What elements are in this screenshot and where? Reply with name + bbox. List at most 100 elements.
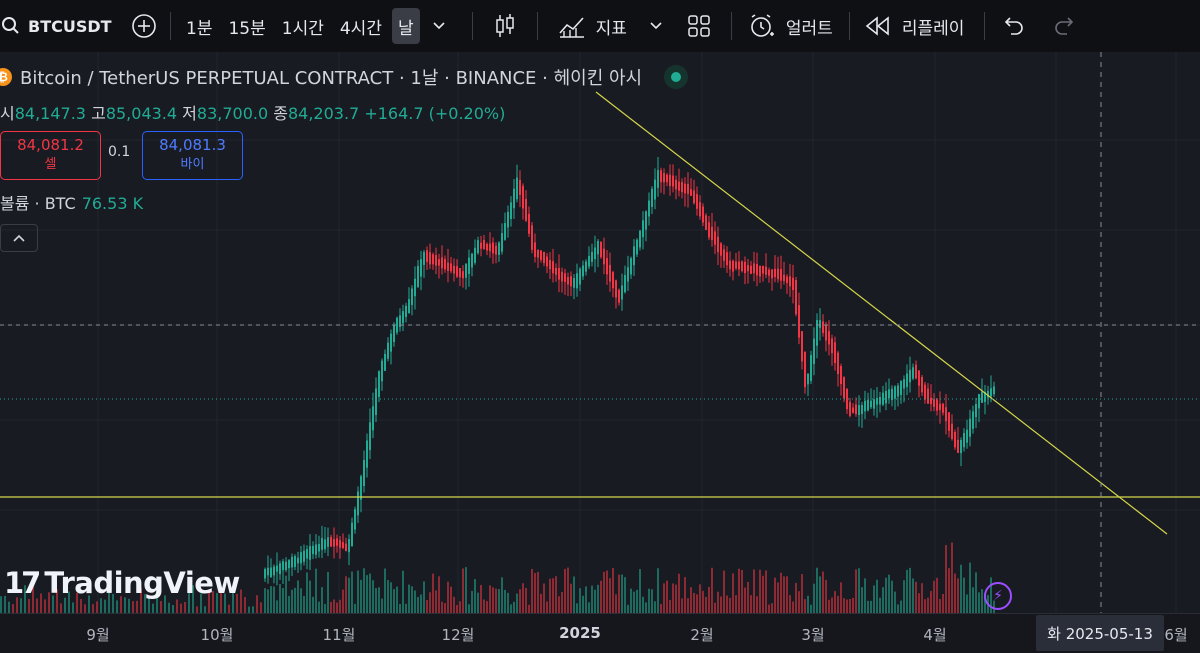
volume-bar bbox=[531, 568, 533, 613]
volume-bar bbox=[378, 587, 380, 613]
trendline[interactable] bbox=[595, 91, 1168, 535]
volume-bar bbox=[771, 603, 773, 613]
volume-bar bbox=[453, 596, 455, 613]
low-label: 저 bbox=[182, 104, 197, 123]
volume-bar bbox=[852, 597, 854, 613]
candle-body bbox=[990, 388, 992, 397]
volume-bar bbox=[279, 584, 281, 613]
volume-bar bbox=[672, 583, 674, 613]
volume-bar bbox=[789, 595, 791, 613]
volume-bar bbox=[270, 586, 272, 613]
candle-body bbox=[660, 170, 662, 183]
redo-button[interactable] bbox=[1053, 0, 1077, 52]
volume-bar bbox=[408, 584, 410, 613]
chart-pane[interactable] bbox=[0, 52, 1200, 613]
volume-bar bbox=[741, 569, 743, 613]
interval-1h[interactable]: 1시간 bbox=[282, 0, 324, 52]
ohlc-values: 시84,147.3 고85,043.4 저83,700.0 종84,203.7 … bbox=[0, 100, 505, 124]
candle-body bbox=[615, 280, 617, 298]
series-legend[interactable]: ₿ Bitcoin / TetherUS PERPETUAL CONTRACT … bbox=[0, 64, 689, 90]
volume-bar bbox=[825, 579, 827, 613]
volume-bar bbox=[405, 603, 407, 613]
candle-body bbox=[738, 261, 740, 270]
volume-bar bbox=[735, 595, 737, 613]
volume-bar bbox=[711, 567, 713, 613]
close-label: 종 bbox=[273, 104, 288, 123]
symbol-search[interactable]: BTCUSDT bbox=[0, 0, 118, 52]
volume-bar bbox=[678, 573, 680, 613]
volume-bar bbox=[858, 568, 860, 613]
volume-bar bbox=[894, 591, 896, 613]
compare-add-button[interactable] bbox=[118, 0, 170, 52]
alert-button[interactable]: 얼러트 bbox=[748, 0, 833, 52]
volume-bar bbox=[981, 589, 983, 613]
candle-body bbox=[687, 183, 689, 194]
interval-1d[interactable]: 날 bbox=[391, 8, 420, 44]
volume-bar bbox=[354, 603, 356, 613]
candle-body bbox=[840, 366, 842, 385]
volume-bar bbox=[891, 580, 893, 613]
volume-bar bbox=[396, 586, 398, 613]
candle-body bbox=[573, 278, 575, 288]
candle-body bbox=[366, 440, 368, 468]
redo-icon bbox=[1055, 17, 1074, 35]
candle-body bbox=[921, 376, 923, 393]
chart-type-button[interactable] bbox=[493, 0, 517, 52]
volume-bar bbox=[315, 568, 317, 613]
volume-bar bbox=[849, 598, 851, 613]
candle-body bbox=[507, 211, 509, 228]
divider bbox=[536, 12, 538, 40]
candle-body bbox=[276, 565, 278, 572]
candle-body bbox=[912, 367, 914, 379]
volume-bar bbox=[879, 597, 881, 613]
undo-button[interactable] bbox=[1001, 0, 1025, 52]
volume-bar bbox=[276, 600, 278, 613]
volume-legend[interactable]: 볼륨 · BTC 76.53 K bbox=[0, 190, 143, 214]
candle-body bbox=[861, 405, 863, 415]
volume-bar bbox=[702, 590, 704, 613]
volume-bar bbox=[534, 573, 536, 613]
time-axis[interactable]: 9월 10월 11월 12월 2025 2월 3월 4월 6월 화 2025-0… bbox=[0, 613, 1200, 653]
volume-bar bbox=[375, 588, 377, 613]
candle-body bbox=[525, 198, 527, 221]
collapse-legend-button[interactable] bbox=[0, 224, 38, 252]
volume-bar bbox=[597, 584, 599, 613]
volume-bar bbox=[648, 588, 650, 613]
candle-body bbox=[972, 411, 974, 429]
tradingview-logo[interactable]: 17 TradingView bbox=[4, 566, 240, 600]
volume-bar bbox=[540, 593, 542, 613]
volume-bar bbox=[645, 602, 647, 613]
indicators-button[interactable]: 지표 bbox=[558, 0, 627, 52]
layouts-button[interactable] bbox=[687, 0, 711, 52]
spread-value: 0.1 bbox=[108, 144, 131, 160]
candle-body bbox=[693, 190, 695, 204]
market-status-icon[interactable] bbox=[664, 65, 689, 89]
lightning-button[interactable]: ⚡ bbox=[984, 582, 1012, 610]
interval-4h[interactable]: 4시간 bbox=[340, 0, 382, 52]
buy-button[interactable]: 84,081.3 바이 bbox=[142, 131, 243, 180]
candle-body bbox=[333, 539, 335, 547]
interval-1m[interactable]: 1분 bbox=[186, 0, 212, 52]
volume-bar bbox=[723, 570, 725, 613]
volume-bar bbox=[318, 601, 320, 613]
interval-15m[interactable]: 15분 bbox=[228, 0, 265, 52]
price-chart[interactable] bbox=[0, 0, 1200, 613]
candle-body bbox=[951, 423, 953, 440]
interval-dropdown[interactable] bbox=[432, 0, 452, 52]
candle-body bbox=[270, 567, 272, 577]
replay-button[interactable]: 리플레이 bbox=[864, 0, 964, 52]
sell-button[interactable]: 84,081.2 셀 bbox=[0, 131, 101, 180]
volume-bar bbox=[441, 601, 443, 613]
volume-bar bbox=[474, 579, 476, 613]
volume-bar bbox=[420, 594, 422, 613]
candle-body bbox=[624, 275, 626, 293]
volume-bar bbox=[885, 577, 887, 613]
volume-bar bbox=[252, 606, 254, 613]
volume-bar bbox=[24, 585, 26, 613]
candle-body bbox=[708, 222, 710, 238]
volume-bar bbox=[510, 604, 512, 613]
volume-bar bbox=[348, 577, 350, 613]
volume-bar bbox=[423, 581, 425, 613]
volume-bar bbox=[387, 580, 389, 613]
indicators-dropdown[interactable] bbox=[649, 0, 663, 52]
